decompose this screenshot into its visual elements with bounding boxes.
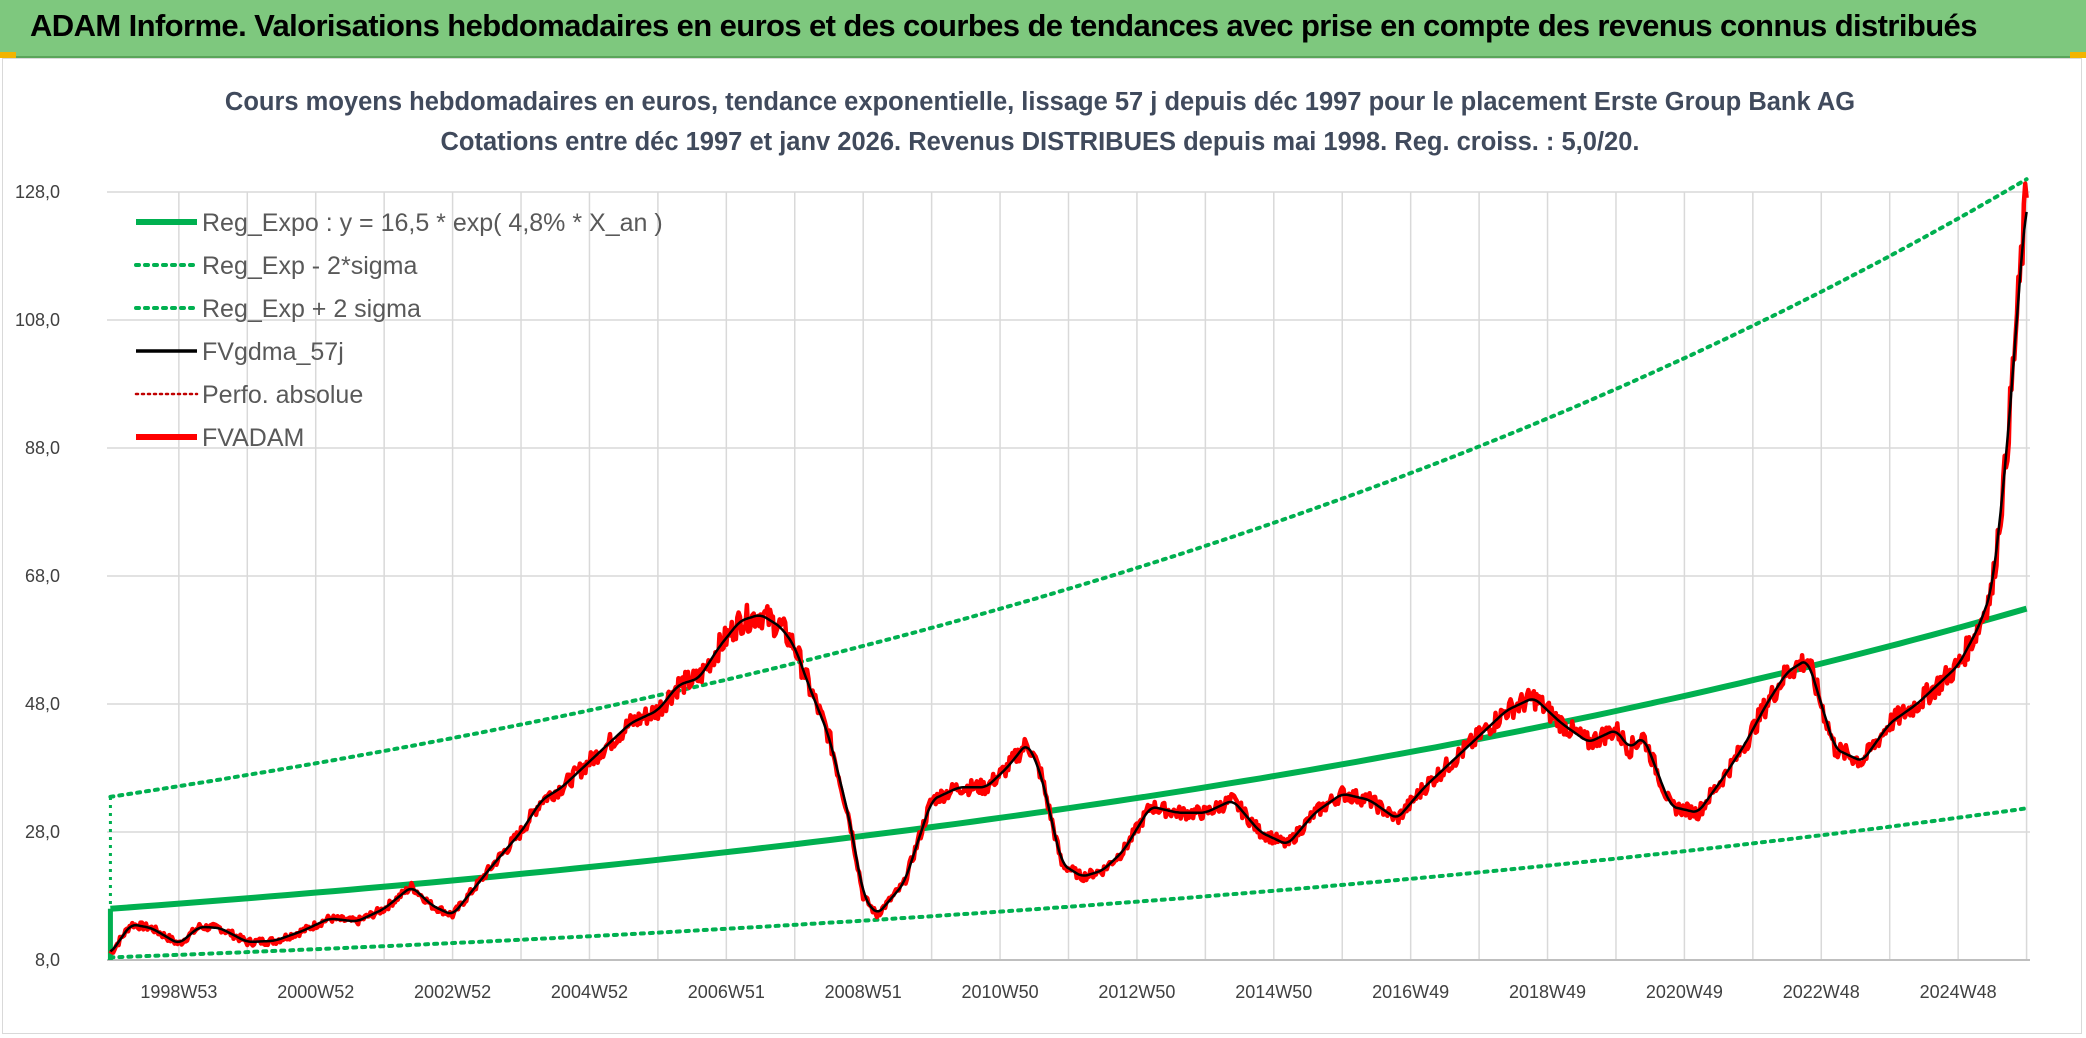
y-tick-label: 68,0 <box>25 566 60 586</box>
x-tick-label: 2000W52 <box>277 982 354 1002</box>
grid-lines <box>107 191 2030 961</box>
plus-2sigma-line <box>108 177 2029 799</box>
chart-title-line2: Cotations entre déc 1997 et janv 2026. R… <box>441 128 1640 156</box>
x-tick-label: 2014W50 <box>1235 982 1312 1002</box>
corner-accent-left <box>0 52 16 58</box>
report-title: ADAM Informe. Valorisations hebdomadaire… <box>30 8 1977 43</box>
x-tick-label: 2016W49 <box>1372 982 1449 1002</box>
legend-label: FVADAM <box>202 424 304 452</box>
legend: Reg_Expo : y = 16,5 * exp( 4,8% * X_an )… <box>134 209 663 452</box>
chart-title-line1: Cours moyens hebdomadaires en euros, ten… <box>225 88 1855 116</box>
report-banner: ADAM Informe. Valorisations hebdomadaire… <box>0 0 2086 58</box>
reg-expo-line <box>110 605 2028 912</box>
x-tick-label: 2012W50 <box>1098 982 1175 1002</box>
x-tick-label: 2020W49 <box>1646 982 1723 1002</box>
y-tick-label: 128,0 <box>15 182 60 202</box>
y-tick-label: 8,0 <box>35 950 60 970</box>
legend-label: FVgdma_57j <box>202 338 344 366</box>
y-axis-ticks: 8,0 28,0 48,0 68,0 88,0 108,0 128,0 <box>15 182 60 970</box>
series-group <box>107 177 2029 960</box>
y-tick-label: 108,0 <box>15 310 60 330</box>
legend-label: Reg_Exp - 2*sigma <box>202 252 417 280</box>
x-tick-label: 2008W51 <box>825 982 902 1002</box>
y-tick-label: 48,0 <box>25 694 60 714</box>
x-axis-ticks: 1998W53 2000W52 2002W52 2004W52 2006W51 2008W… <box>140 982 1996 1002</box>
legend-label: Reg_Expo : y = 16,5 * exp( 4,8% * X_an ) <box>202 209 663 237</box>
legend-label: Perfo. absolue <box>202 381 363 409</box>
legend-label: Reg_Exp + 2 sigma <box>202 295 421 323</box>
x-tick-label: 2010W50 <box>962 982 1039 1002</box>
fvgdma-line <box>109 211 2028 953</box>
minus-2sigma-line <box>108 806 2029 960</box>
x-tick-label: 2006W51 <box>688 982 765 1002</box>
x-tick-label: 2022W48 <box>1783 982 1860 1002</box>
x-tick-label: 1998W53 <box>140 982 217 1002</box>
y-tick-label: 88,0 <box>25 438 60 458</box>
corner-accent-right <box>2070 52 2086 58</box>
chart-frame <box>2 58 2082 1034</box>
x-tick-label: 2024W48 <box>1920 982 1997 1002</box>
y-tick-label: 28,0 <box>25 822 60 842</box>
x-tick-label: 2018W49 <box>1509 982 1586 1002</box>
x-tick-label: 2002W52 <box>414 982 491 1002</box>
x-tick-label: 2004W52 <box>551 982 628 1002</box>
